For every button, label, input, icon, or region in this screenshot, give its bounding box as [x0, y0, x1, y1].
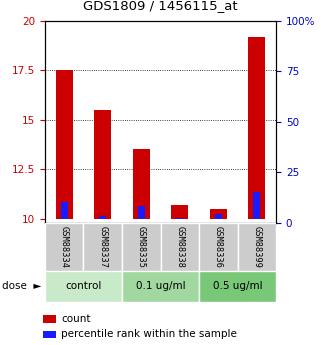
Bar	[122, 271, 199, 302]
Bar	[215, 215, 222, 219]
Bar	[133, 149, 150, 219]
Bar	[122, 223, 160, 271]
Text: 0.1 ug/ml: 0.1 ug/ml	[136, 282, 185, 291]
Text: GSM88335: GSM88335	[137, 226, 146, 268]
Bar	[83, 223, 122, 271]
Text: control: control	[65, 282, 102, 291]
Text: GSM88336: GSM88336	[214, 226, 223, 268]
Bar	[199, 271, 276, 302]
Bar	[94, 110, 111, 219]
Bar	[210, 209, 227, 219]
Bar	[43, 315, 56, 323]
Text: GDS1809 / 1456115_at: GDS1809 / 1456115_at	[83, 0, 238, 12]
Bar	[138, 206, 145, 219]
Text: count: count	[61, 314, 91, 324]
Text: percentile rank within the sample: percentile rank within the sample	[61, 329, 237, 339]
Bar	[45, 223, 83, 271]
Bar	[199, 223, 238, 271]
Text: GSM88337: GSM88337	[98, 226, 107, 268]
Text: dose  ►: dose ►	[2, 282, 41, 291]
Text: GSM88338: GSM88338	[175, 226, 184, 268]
Bar	[43, 331, 56, 338]
Text: GSM88334: GSM88334	[60, 226, 69, 268]
Bar	[253, 192, 260, 219]
Bar	[238, 223, 276, 271]
Bar	[99, 216, 106, 219]
Bar	[160, 223, 199, 271]
Bar	[248, 37, 265, 219]
Text: GSM88399: GSM88399	[252, 226, 261, 268]
Bar	[45, 271, 122, 302]
Bar	[56, 70, 73, 219]
Bar	[61, 202, 68, 219]
Text: 0.5 ug/ml: 0.5 ug/ml	[213, 282, 262, 291]
Bar	[171, 205, 188, 219]
